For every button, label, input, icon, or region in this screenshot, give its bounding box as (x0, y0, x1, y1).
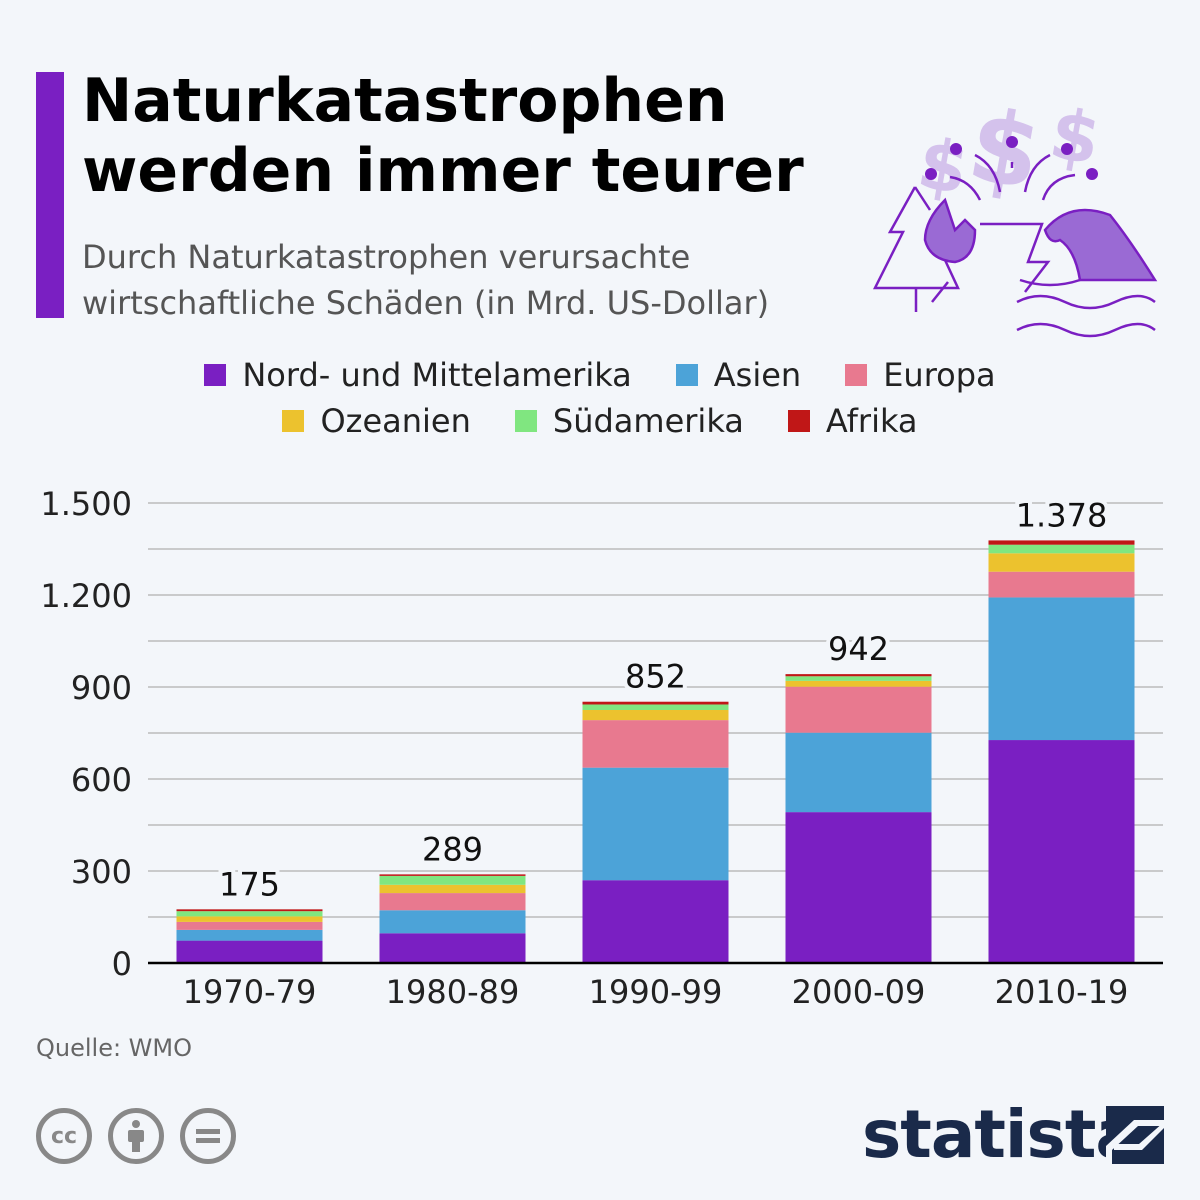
bar-segment (379, 875, 526, 885)
bar-segment (785, 680, 932, 687)
y-tick-label: 1.500 (40, 485, 132, 523)
bar-segment (785, 676, 932, 681)
x-tick-label: 1980-89 (386, 973, 520, 1011)
page-title: Naturkatastrophen werden immer teurer (82, 66, 882, 206)
no-derivatives-icon[interactable] (180, 1108, 236, 1164)
x-tick-label: 1990-99 (589, 973, 723, 1011)
title-line-2: werden immer teurer (82, 136, 804, 206)
bar-segment (582, 710, 729, 721)
bar-segment (379, 910, 526, 934)
bar-segment (988, 544, 1135, 554)
bar-segment (176, 911, 323, 917)
statista-logo: statista (862, 1096, 1140, 1173)
legend-item-suedamerika: Südamerika (514, 402, 744, 440)
total-label: 1.378 (1016, 496, 1108, 534)
y-tick-label: 1.200 (40, 577, 132, 615)
total-label: 942 (828, 630, 889, 668)
cc-icon[interactable]: cc (36, 1108, 92, 1164)
legend-item-afrika: Afrika (787, 402, 918, 440)
legend-label: Nord- und Mittelamerika (242, 356, 632, 394)
stacked-bar-chart: 0 300 600 900 1.200 1.500 175 1970-79 289 1980-89… (40, 485, 1163, 1011)
bar-segment (582, 720, 729, 768)
total-label: 289 (422, 830, 483, 868)
legend-swatch (787, 410, 810, 432)
legend-item-asien: Asien (675, 356, 802, 394)
y-tick-label: 0 (112, 945, 132, 983)
total-label: 852 (625, 658, 686, 696)
y-tick-label: 900 (71, 669, 132, 707)
bar-segment (379, 874, 526, 876)
legend-label: Asien (713, 356, 802, 394)
bar-segment (176, 909, 323, 912)
title-line-1: Naturkatastrophen (82, 66, 728, 136)
bar-segment (785, 686, 932, 733)
statista-logo-icon (1106, 1106, 1164, 1164)
x-tick-label: 1970-79 (183, 973, 317, 1011)
bar-segment (379, 884, 526, 894)
legend-label: Südamerika (552, 402, 744, 440)
bar-segment (379, 893, 526, 911)
bar-segment (785, 732, 932, 813)
bar-segment (785, 674, 932, 677)
subtitle-line-1: Durch Naturkatastrophen verursachte (82, 238, 691, 276)
bar-segment (582, 704, 729, 710)
bar-segment (176, 929, 323, 941)
attribution-icon[interactable] (108, 1108, 164, 1164)
legend-swatch (845, 364, 868, 386)
bar-segment (988, 540, 1135, 545)
bar-segment (582, 880, 729, 963)
y-tick-label: 300 (71, 853, 132, 891)
legend-swatch (282, 410, 305, 432)
bar-segment (988, 553, 1135, 572)
legend-swatch (204, 364, 227, 386)
bar-segment (176, 916, 323, 922)
x-tick-label: 2000-09 (792, 973, 926, 1011)
disaster-illustration-icon: $ $ $ (872, 90, 1158, 338)
subtitle-line-2: wirtschaftliche Schäden (in Mrd. US-Doll… (82, 284, 770, 322)
legend-swatch (675, 364, 698, 386)
bar-segment (176, 921, 323, 930)
total-label: 175 (219, 865, 280, 903)
legend-item-ozeanien: Ozeanien (282, 402, 471, 440)
subtitle: Durch Naturkatastrophen verursachte wirt… (82, 234, 882, 326)
bar-segment (582, 701, 729, 705)
bar-segment (988, 597, 1135, 741)
bar-segment (988, 571, 1135, 598)
legend-label: Afrika (825, 402, 918, 440)
bar-segment (379, 933, 526, 963)
y-tick-label: 600 (71, 761, 132, 799)
legend-label: Europa (883, 356, 996, 394)
legend-item-nord-mittelamerika: Nord- und Mittelamerika (204, 356, 632, 394)
bar-segment (176, 940, 323, 963)
legend-item-europa: Europa (845, 356, 996, 394)
chart-legend: Nord- und Mittelamerika Asien Europa Oze… (0, 352, 1200, 444)
legend-label: Ozeanien (320, 402, 471, 440)
accent-bar (36, 72, 64, 318)
bar-segment (785, 812, 932, 963)
bar-segment (988, 740, 1135, 963)
legend-swatch (514, 410, 537, 432)
x-tick-label: 2010-19 (995, 973, 1129, 1011)
source-note: Quelle: WMO (36, 1034, 193, 1062)
bar-segment (582, 767, 729, 881)
